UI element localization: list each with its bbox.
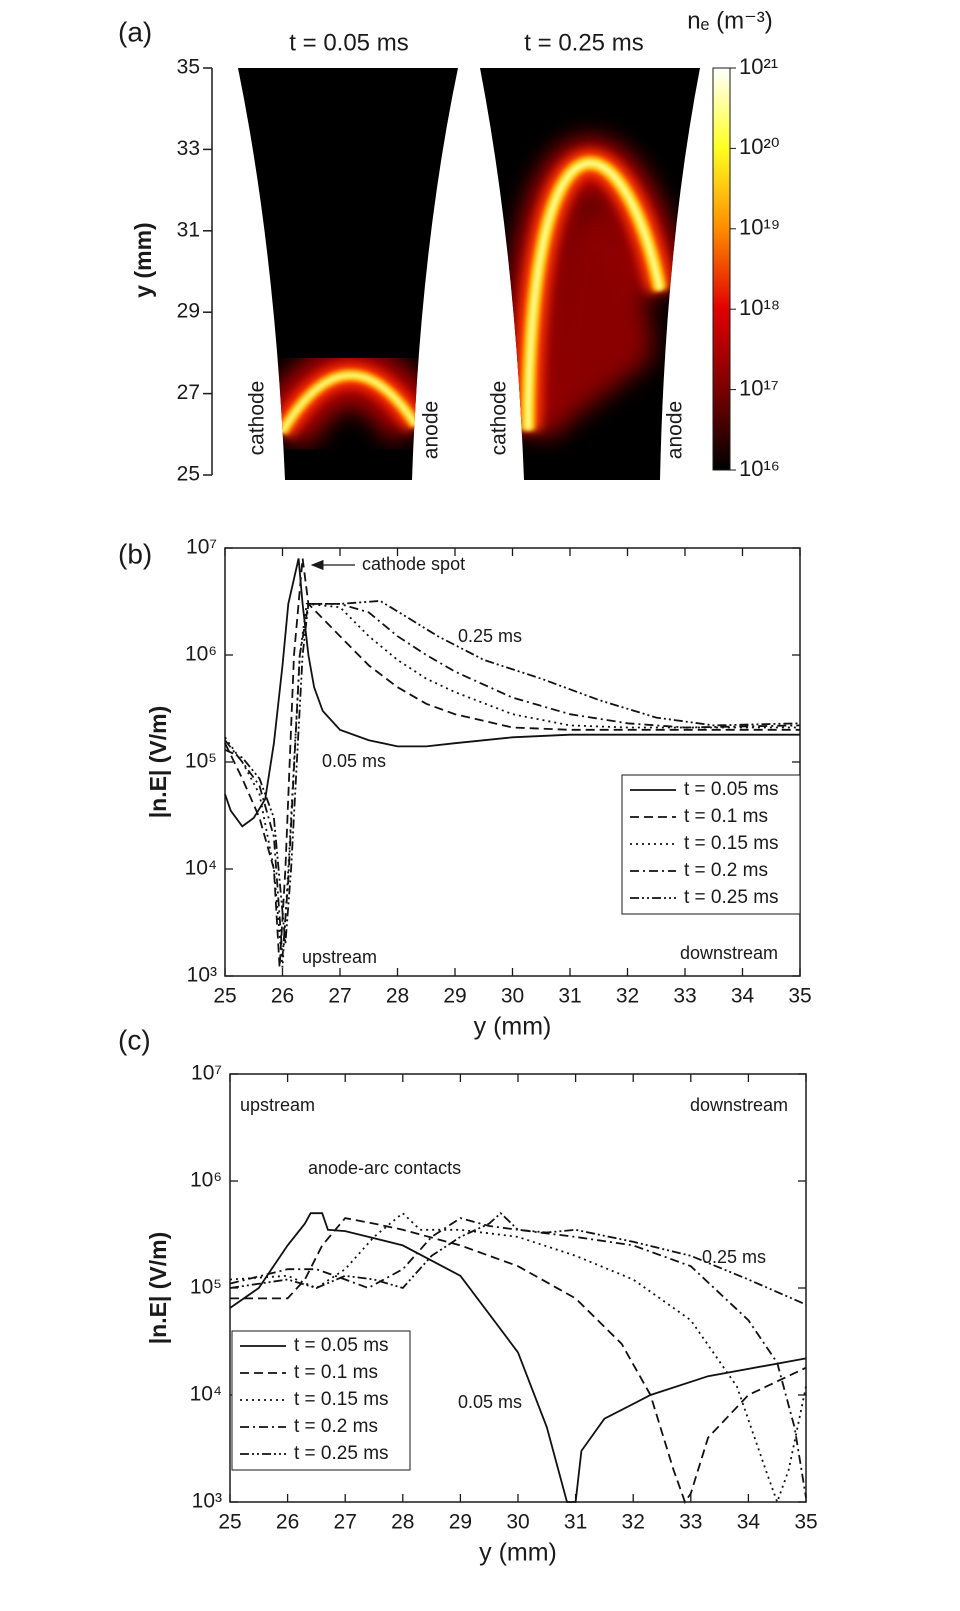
x-tick-label: 25 — [213, 985, 236, 1008]
legend-label: t = 0.25 ms — [294, 1443, 389, 1464]
y-tick-label: 10⁶ — [190, 1169, 222, 1192]
x-tick-label: 32 — [622, 1511, 645, 1534]
y-tick-label: 29 — [177, 300, 200, 323]
y-tick-label: 10³ — [192, 1490, 222, 1513]
annotation: anode-arc contacts — [308, 1158, 461, 1178]
legend-label: t = 0.15 ms — [294, 1389, 389, 1410]
x-tick-label: 27 — [328, 985, 351, 1008]
colorbar-tick-label: 10¹⁸ — [739, 295, 780, 320]
data-line — [229, 1217, 807, 1498]
x-tick-label: 34 — [737, 1511, 761, 1534]
legend-box — [621, 774, 801, 915]
x-tick-label: 33 — [679, 1511, 702, 1534]
legend-label: t = 0.15 ms — [684, 833, 779, 854]
y-tick-label: 10⁷ — [186, 536, 217, 559]
annotation: downstream — [680, 943, 778, 963]
x-tick-label: 30 — [506, 1511, 529, 1534]
annotation: upstream — [240, 1095, 315, 1115]
x-tick-label: 31 — [558, 985, 581, 1008]
y-tick-label: 35 — [177, 56, 200, 79]
x-tick-label: 26 — [276, 1511, 299, 1534]
y-tick-label: 10⁴ — [185, 857, 217, 880]
y-tick-label: 10⁶ — [185, 643, 217, 666]
panel-label: (c) — [118, 1024, 151, 1055]
y-tick-label: 10⁵ — [190, 1276, 222, 1299]
panel-label: (b) — [118, 538, 152, 569]
annotation: 0.25 ms — [702, 1247, 766, 1267]
panel-title: t = 0.25 ms — [524, 29, 643, 56]
annotation: upstream — [302, 947, 377, 967]
colorbar-tick-label: 10²¹ — [739, 54, 778, 79]
x-tick-label: 34 — [731, 985, 755, 1008]
y-tick-label: 10⁴ — [190, 1383, 222, 1406]
annotation: downstream — [690, 1095, 788, 1115]
y-tick-label: 10⁵ — [185, 750, 217, 773]
x-tick-label: 32 — [616, 985, 639, 1008]
y-tick-label: 31 — [177, 218, 200, 241]
legend-box — [231, 1330, 411, 1471]
legend-label: t = 0.2 ms — [684, 860, 768, 881]
data-line — [224, 602, 800, 968]
legend-label: t = 0.1 ms — [294, 1362, 378, 1383]
data-line — [230, 1217, 807, 1504]
colorbar — [712, 67, 731, 471]
x-tick-label: 33 — [673, 985, 696, 1008]
region-label: anode — [420, 401, 443, 459]
x-axis-label: y (mm) — [474, 1013, 552, 1041]
legend-label: t = 0.2 ms — [294, 1416, 378, 1437]
y-axis-label: y (mm) — [130, 222, 156, 297]
x-tick-label: 29 — [443, 985, 466, 1008]
legend-label: t = 0.05 ms — [294, 1335, 389, 1356]
x-tick-label: 29 — [449, 1511, 472, 1534]
colorbar-tick-label: 10¹⁷ — [739, 375, 779, 400]
colorbar-tick-label: 10¹⁹ — [739, 215, 780, 240]
colorbar-tick-label: 10²⁰ — [739, 134, 780, 159]
legend-label: t = 0.25 ms — [684, 887, 779, 908]
x-tick-label: 28 — [386, 985, 409, 1008]
legend-label: t = 0.05 ms — [684, 779, 779, 800]
y-axis-label: |n.E| (V/m) — [145, 1232, 171, 1345]
y-axis-label: |n.E| (V/m) — [145, 706, 171, 819]
colorbar-label: nₑ (m⁻³) — [687, 7, 773, 34]
x-tick-label: 25 — [218, 1511, 241, 1534]
colorbar-tick-label: 10¹⁶ — [739, 456, 780, 481]
region-label: anode — [664, 401, 687, 459]
x-tick-label: 26 — [271, 985, 294, 1008]
x-tick-label: 30 — [501, 985, 524, 1008]
annotation: 0.05 ms — [322, 751, 386, 771]
x-tick-label: 28 — [391, 1511, 414, 1534]
annotation: 0.25 ms — [458, 626, 522, 646]
x-tick-label: 27 — [334, 1511, 357, 1534]
data-line — [224, 558, 800, 968]
y-tick-label: 27 — [177, 381, 200, 404]
annotation: cathode spot — [362, 554, 465, 574]
legend-label: t = 0.1 ms — [684, 806, 768, 827]
data-line — [229, 1212, 807, 1503]
x-tick-label: 35 — [788, 985, 811, 1008]
panel-label: (a) — [118, 16, 152, 47]
x-axis-label: y (mm) — [479, 1539, 557, 1567]
y-tick-label: 10⁷ — [191, 1062, 222, 1085]
data-line — [224, 558, 800, 828]
y-tick-label: 10³ — [187, 964, 217, 987]
y-tick-label: 25 — [177, 463, 200, 486]
y-tick-label: 33 — [177, 137, 200, 160]
region-label: cathode — [488, 381, 511, 456]
data-line — [229, 1211, 807, 1306]
x-tick-label: 35 — [794, 1511, 817, 1534]
data-line — [224, 599, 801, 944]
x-tick-label: 31 — [564, 1511, 587, 1534]
annotation: 0.05 ms — [458, 1392, 522, 1412]
data-line — [224, 603, 801, 958]
panel-title: t = 0.05 ms — [289, 29, 408, 56]
region-label: cathode — [246, 381, 269, 456]
